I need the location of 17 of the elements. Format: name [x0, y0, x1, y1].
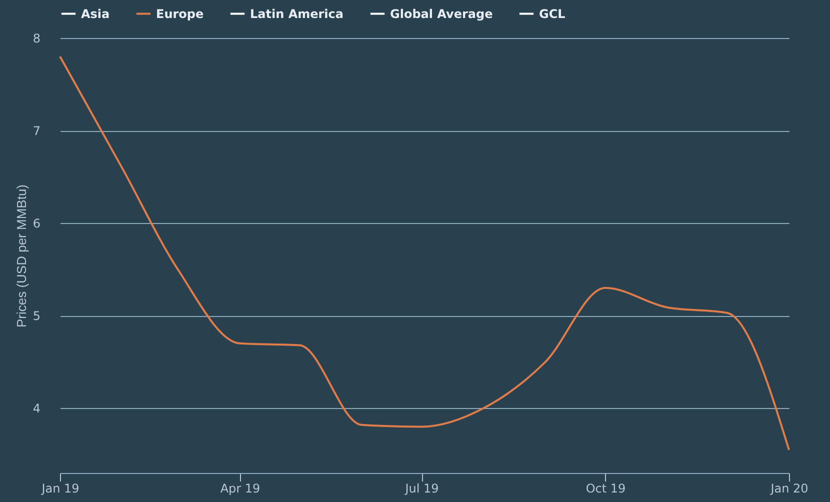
- y-axis-title: Prices (USD per MMBtu): [14, 184, 29, 328]
- legend-label: Europe: [156, 6, 204, 21]
- legend-label: Global Average: [390, 6, 493, 21]
- y-tick-label: 4: [32, 402, 40, 416]
- y-tick-label: 6: [32, 216, 40, 231]
- legend-label: Asia: [81, 6, 110, 21]
- x-tick-label: Oct 19: [586, 482, 626, 496]
- x-tick-label: Jan 20: [770, 482, 808, 496]
- y-tick-label: 8: [32, 32, 40, 46]
- line-series: [59, 56, 790, 451]
- x-tick-label: Apr 19: [220, 482, 260, 496]
- x-tick-label: Jul 19: [404, 482, 439, 496]
- y-tick-label: 7: [32, 124, 40, 138]
- legend-label: Latin America: [250, 6, 344, 21]
- y-tick-label: 5: [32, 309, 40, 324]
- x-tick-label: Jan 19: [40, 482, 80, 496]
- legend-label: GCL: [539, 6, 566, 21]
